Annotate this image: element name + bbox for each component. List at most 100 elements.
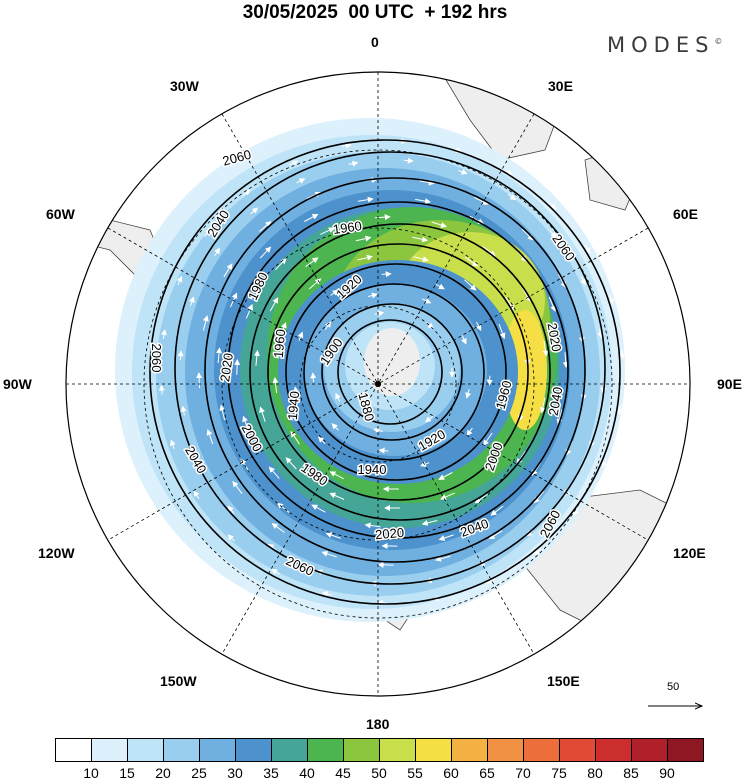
wind-vector [158,384,165,395]
wind-vector [321,550,337,558]
wind-vector [267,543,277,550]
wind-vector [341,142,352,149]
wind-vector [424,415,434,423]
wind-vector [381,271,392,278]
wind-vector [232,480,243,495]
wind-vector [464,279,477,291]
wind-vector [311,504,326,513]
wind-vector [440,492,455,500]
wind-vector [242,189,251,196]
colorbar-tick-label: 70 [515,765,531,781]
colorbar-tick-label: 75 [551,765,567,781]
wind-vector [335,340,341,351]
colorbar-swatch [523,738,560,762]
colorbar [55,738,704,762]
colorbar-swatch [559,738,596,762]
wind-vector [330,289,339,296]
colorbar-swatch [55,738,92,762]
contour-label: 1940 [358,462,387,477]
colorbar-tick-label: 15 [119,765,135,781]
wind-vector [357,196,374,203]
wind-vector [521,287,531,302]
wind-vector [331,423,339,431]
wind-vector [364,522,381,529]
wind-vector [474,493,489,504]
wind-vector [325,532,341,539]
colorbar-tick-label: 45 [335,765,351,781]
colorbar-swatch [235,738,272,762]
wind-vector [242,415,249,431]
lon-label-120w: 120W [38,545,75,561]
wind-vector [373,427,383,434]
wind-vector [597,328,604,339]
colorbar-swatch [451,738,488,762]
colorbar-swatch [415,738,452,762]
wind-vector [216,347,223,364]
wind-vector [324,321,332,330]
wind-vector [403,157,414,164]
wind-vector [364,464,375,471]
wind-vector [533,548,542,555]
wind-vector [271,569,281,575]
wind-vector [321,591,332,597]
wind-vector [355,235,372,242]
colorbar-swatch [271,738,308,762]
wind-vector [305,257,319,268]
colorbar-tick-label: 80 [587,765,603,781]
wind-vector [204,228,212,237]
lon-label-120e: 120E [673,545,706,561]
colorbar-tick-label: 50 [371,765,387,781]
wind-vector [542,340,549,357]
wind-vector [474,196,489,205]
wind-vector [419,179,435,186]
colorbar-tick-label: 60 [443,765,459,781]
wind-vector [549,230,557,239]
wind-vector [245,303,253,319]
wind-vector [161,329,167,339]
wind-vector [202,315,209,331]
wind-vector [498,323,506,340]
colorbar-tick-label: 55 [407,765,423,781]
colorbar-swatch [91,738,128,762]
wind-vector [601,458,608,469]
lon-label-90e: 90E [717,376,742,392]
contour-label: 2020 [217,352,236,383]
lon-label-60w: 60W [46,206,75,222]
colorbar-swatch [595,738,632,762]
wind-vector [348,160,359,167]
map-title: 30/05/2025 00 UTC + 192 hrs [242,2,508,23]
wind-vector [438,534,454,541]
wind-vector [435,283,445,290]
wind-vector [412,236,429,243]
wind-vector [304,214,319,222]
wind-vector [422,297,432,304]
wind-vector [486,375,493,386]
wind-vector [482,246,496,257]
wind-vector [285,457,297,470]
lon-label-150e: 150E [547,673,580,689]
wind-vector [533,490,545,504]
wind-vector [259,221,272,232]
wind-vector [435,555,451,562]
contour-label: 1940 [285,391,302,421]
colorbar-tick-label: 90 [659,765,675,781]
wind-vector [193,490,200,500]
lon-label-0: 0 [371,34,379,50]
wind-vector [490,505,504,516]
wind-vector [170,439,176,450]
colorbar-swatch [199,738,236,762]
wind-vector [438,472,453,480]
wind-vector [180,405,187,416]
wind-vector [259,246,272,259]
wind-vector [189,296,195,306]
wind-vector [572,507,580,516]
reference-vector-label: 50 [667,681,680,693]
wind-vector [335,392,341,403]
contour-label: 1960 [332,218,363,237]
south-pole-marker [375,381,381,387]
wind-vector [503,169,513,175]
wind-vector [413,256,429,263]
lon-label-60e: 60E [673,206,698,222]
wind-vector [289,160,299,166]
